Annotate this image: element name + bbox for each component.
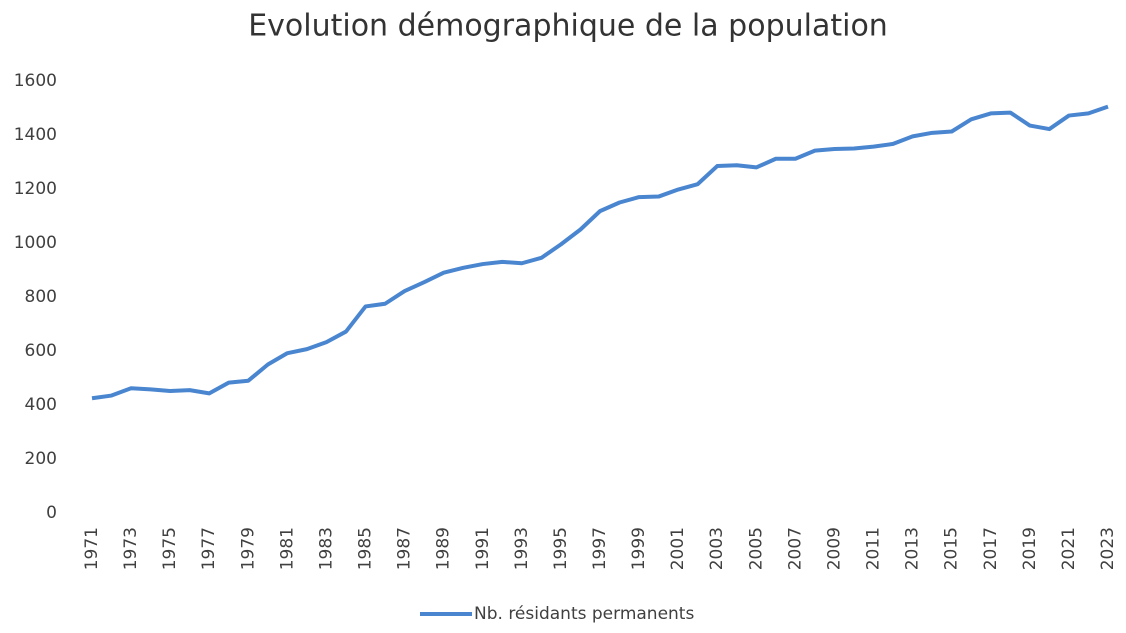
x-tick-label: 1971 — [82, 527, 102, 570]
x-tick-label: 2015 — [942, 527, 962, 570]
x-tick-label: 1977 — [199, 527, 219, 570]
y-tick-label: 400 — [25, 395, 57, 415]
x-tick-label: 1979 — [238, 527, 258, 570]
x-tick-label: 2009 — [824, 527, 844, 570]
x-tick-label: 2019 — [1020, 527, 1040, 570]
x-tick-label: 2013 — [903, 527, 923, 570]
x-tick-label: 2007 — [785, 527, 805, 570]
x-tick-label: 1981 — [277, 527, 297, 570]
legend-label: Nb. résidants permanents — [474, 604, 694, 624]
x-tick-label: 1985 — [356, 527, 376, 570]
data-line — [91, 104, 1109, 401]
y-tick-label: 1400 — [14, 125, 57, 145]
x-tick-label: 1991 — [473, 527, 493, 570]
x-tick-label: 1993 — [512, 527, 532, 570]
y-tick-label: 800 — [25, 287, 57, 307]
x-tick-label: 2021 — [1059, 527, 1079, 570]
x-tick-label: 1973 — [121, 527, 141, 570]
x-tick-label: 2017 — [981, 527, 1001, 570]
chart-title: Evolution démographique de la population — [248, 9, 888, 44]
y-tick-label: 200 — [25, 449, 57, 469]
x-tick-label: 2011 — [864, 527, 884, 570]
x-tick-label: 1999 — [629, 527, 649, 570]
x-tick-label: 2005 — [746, 527, 766, 570]
y-tick-label: 1200 — [14, 179, 57, 199]
x-tick-label: 2003 — [707, 527, 727, 570]
x-tick-label: 2001 — [668, 527, 688, 570]
x-tick-label: 1983 — [316, 527, 336, 570]
x-tick-label: 1989 — [434, 527, 454, 570]
x-tick-label: 1975 — [160, 527, 180, 570]
y-tick-label: 1600 — [14, 71, 57, 91]
y-tick-label: 0 — [46, 503, 57, 523]
x-tick-label: 1995 — [551, 527, 571, 570]
x-tick-label: 1997 — [590, 527, 610, 570]
x-tick-label: 1987 — [395, 527, 415, 570]
x-tick-label: 2023 — [1098, 527, 1118, 570]
y-tick-label: 600 — [25, 341, 57, 361]
y-tick-label: 1000 — [14, 233, 57, 253]
